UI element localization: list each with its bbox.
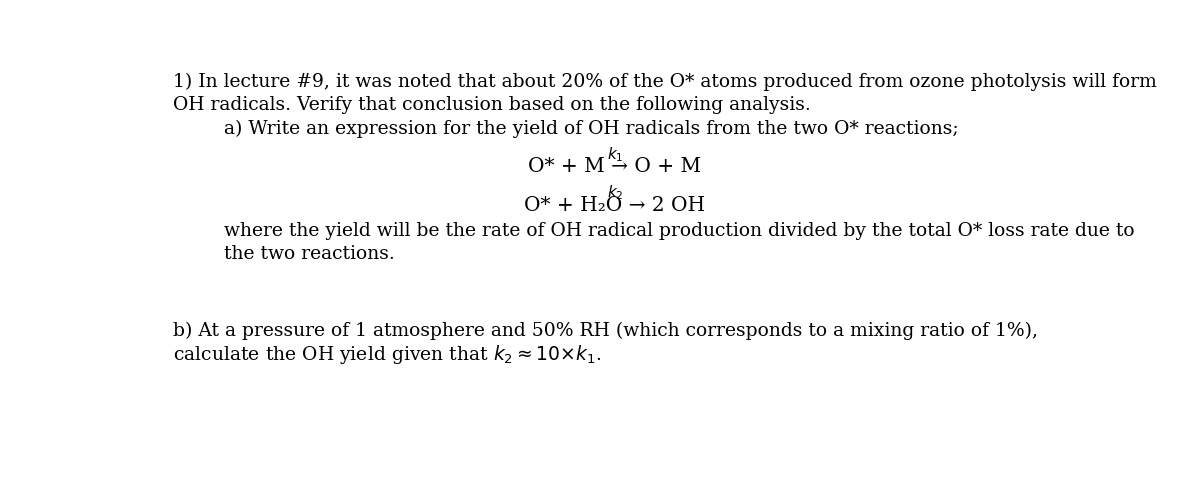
Text: a) Write an expression for the yield of OH radicals from the two O* reactions;: a) Write an expression for the yield of … [223,120,959,139]
Text: calculate the OH yield given that $k_2 \approx 10{\times}k_1$.: calculate the OH yield given that $k_2 \… [173,344,601,366]
Text: where the yield will be the rate of OH radical production divided by the total O: where the yield will be the rate of OH r… [223,222,1134,240]
Text: the two reactions.: the two reactions. [223,245,395,263]
Text: b) At a pressure of 1 atmosphere and 50% RH (which corresponds to a mixing ratio: b) At a pressure of 1 atmosphere and 50%… [173,322,1038,340]
Text: O* + H₂O → 2 OH: O* + H₂O → 2 OH [524,196,706,215]
Text: OH radicals. Verify that conclusion based on the following analysis.: OH radicals. Verify that conclusion base… [173,96,811,114]
Text: $k_1$: $k_1$ [607,145,623,163]
Text: O* + M → O + M: O* + M → O + M [528,157,702,176]
Text: $k_2$: $k_2$ [607,183,623,202]
Text: 1) In lecture #9, it was noted that about 20% of the O* atoms produced from ozon: 1) In lecture #9, it was noted that abou… [173,72,1157,91]
